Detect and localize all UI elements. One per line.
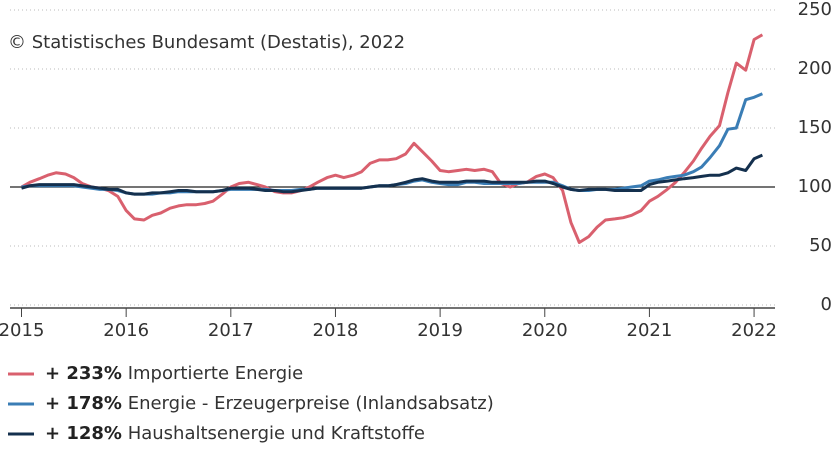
legend-label: + 128% Haushaltsenergie und Kraftstoffe bbox=[45, 423, 425, 444]
x-tick-label: 2016 bbox=[103, 320, 149, 341]
y-tick-label: 0 bbox=[821, 294, 832, 315]
legend-label: + 178% Energie - Erzeugerpreise (Inlands… bbox=[45, 393, 494, 414]
x-tick-label: 2019 bbox=[417, 320, 463, 341]
x-tick-label: 2022 bbox=[731, 320, 777, 341]
x-tick-label: 2018 bbox=[313, 320, 359, 341]
x-tick-label: 2017 bbox=[208, 320, 254, 341]
x-tick-label: 2020 bbox=[522, 320, 568, 341]
series-line bbox=[21, 153, 763, 196]
legend-name: Importierte Energie bbox=[128, 363, 304, 384]
x-tick-label: 2015 bbox=[0, 320, 44, 341]
legend-label: + 233% Importierte Energie bbox=[45, 363, 303, 384]
y-tick-label: 50 bbox=[809, 235, 832, 256]
legend-change: + 233% bbox=[45, 363, 122, 384]
legend-name: Haushaltsenergie und Kraftstoffe bbox=[128, 423, 425, 444]
legend-change: + 128% bbox=[45, 423, 122, 444]
legend-change: + 178% bbox=[45, 393, 122, 414]
y-tick-label: 100 bbox=[798, 176, 832, 197]
y-tick-label: 250 bbox=[798, 0, 832, 20]
x-tick-label: 2021 bbox=[627, 320, 673, 341]
y-tick-label: 150 bbox=[798, 117, 832, 138]
annotation: © Statistisches Bundesamt (Destatis), 20… bbox=[8, 32, 405, 53]
series-line bbox=[20, 33, 764, 244]
series-line bbox=[21, 92, 763, 196]
legend-name: Energie - Erzeugerpreise (Inlandsabsatz) bbox=[128, 393, 494, 414]
y-tick-label: 200 bbox=[798, 58, 832, 79]
